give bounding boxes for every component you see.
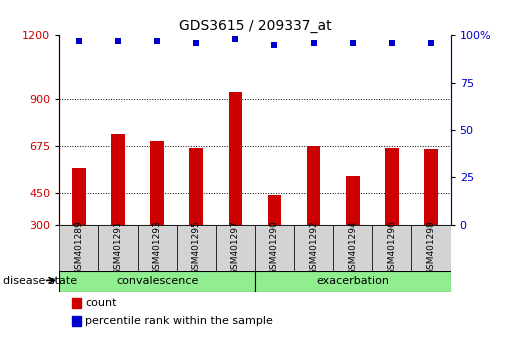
Text: GSM401294: GSM401294 <box>348 221 357 275</box>
FancyBboxPatch shape <box>216 225 255 271</box>
FancyBboxPatch shape <box>294 225 333 271</box>
Bar <box>190 148 203 225</box>
Point <box>75 38 83 44</box>
Bar <box>385 148 399 225</box>
Bar <box>150 141 164 225</box>
Text: exacerbation: exacerbation <box>316 276 389 286</box>
Point <box>349 40 357 46</box>
FancyBboxPatch shape <box>372 225 411 271</box>
Text: GSM401291: GSM401291 <box>113 221 123 275</box>
Text: GSM401298: GSM401298 <box>426 221 436 275</box>
FancyBboxPatch shape <box>98 225 138 271</box>
Bar <box>72 168 85 225</box>
FancyBboxPatch shape <box>59 225 98 271</box>
Bar <box>346 176 359 225</box>
Text: disease state: disease state <box>3 276 77 286</box>
Point <box>231 36 239 42</box>
Bar <box>424 149 438 225</box>
FancyBboxPatch shape <box>255 271 451 292</box>
Point <box>114 38 122 44</box>
Text: GSM401289: GSM401289 <box>74 221 83 275</box>
FancyBboxPatch shape <box>138 225 177 271</box>
Text: percentile rank within the sample: percentile rank within the sample <box>85 316 273 326</box>
Text: count: count <box>85 298 116 308</box>
Bar <box>307 146 320 225</box>
FancyBboxPatch shape <box>411 225 451 271</box>
Point <box>192 40 200 46</box>
Text: GSM401293: GSM401293 <box>152 221 162 275</box>
Bar <box>111 134 125 225</box>
Text: GSM401295: GSM401295 <box>192 221 201 275</box>
FancyBboxPatch shape <box>59 271 255 292</box>
Bar <box>229 92 242 225</box>
Point <box>427 40 435 46</box>
Text: convalescence: convalescence <box>116 276 198 286</box>
Point <box>310 40 318 46</box>
Point <box>388 40 396 46</box>
FancyBboxPatch shape <box>255 225 294 271</box>
Text: GSM401290: GSM401290 <box>270 221 279 275</box>
Title: GDS3615 / 209337_at: GDS3615 / 209337_at <box>179 19 331 33</box>
Text: GSM401292: GSM401292 <box>309 221 318 275</box>
Point <box>153 38 161 44</box>
FancyBboxPatch shape <box>177 225 216 271</box>
Text: GSM401297: GSM401297 <box>231 221 240 275</box>
FancyBboxPatch shape <box>333 225 372 271</box>
Point <box>270 42 279 48</box>
Bar <box>268 195 281 225</box>
Text: GSM401296: GSM401296 <box>387 221 397 275</box>
